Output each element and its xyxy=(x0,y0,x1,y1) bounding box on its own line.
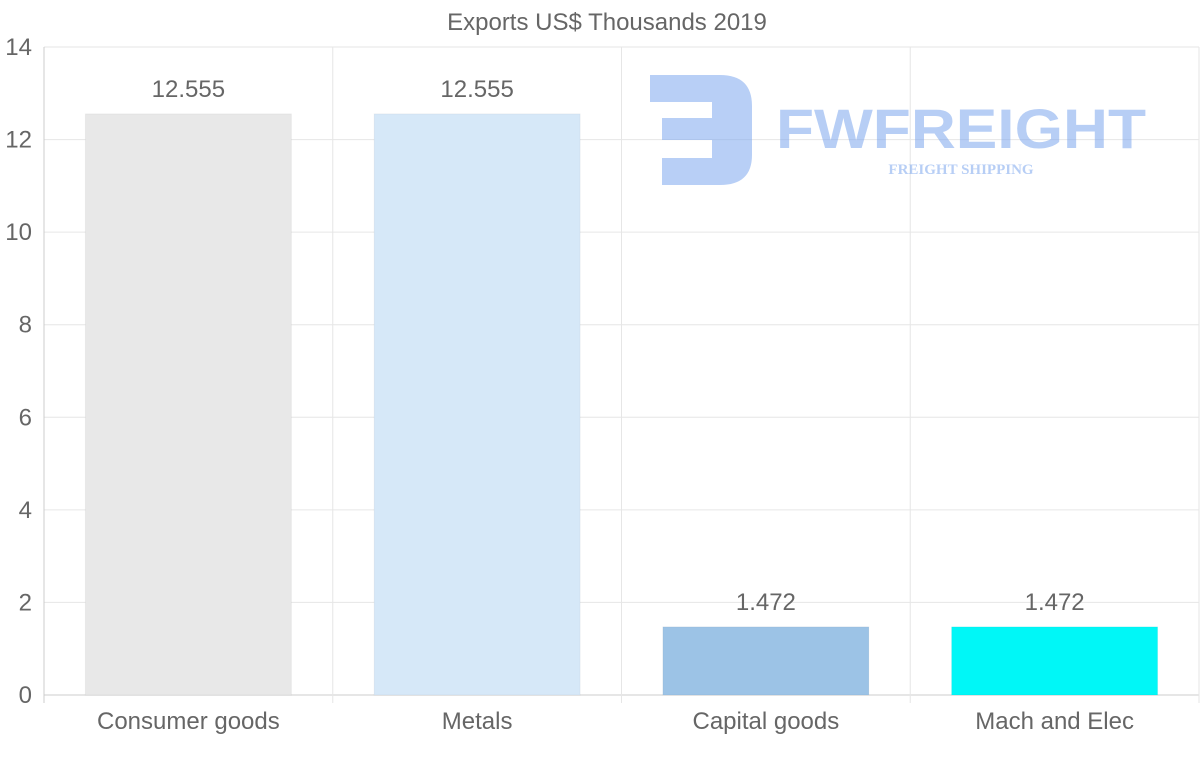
data-label: 1.472 xyxy=(736,589,796,616)
fwfreight-logo-icon xyxy=(650,75,752,185)
x-tick-label: Consumer goods xyxy=(97,708,280,735)
data-label: 12.555 xyxy=(152,76,225,103)
bar-capital-goods xyxy=(662,626,870,696)
y-tick-label: 14 xyxy=(5,34,32,61)
x-tick-label: Metals xyxy=(442,708,513,735)
x-tick-label: Mach and Elec xyxy=(975,708,1134,735)
y-tick-label: 8 xyxy=(19,312,32,339)
y-tick-label: 12 xyxy=(5,127,32,154)
watermark-logo: FWFREIGHT FREIGHT SHIPPING xyxy=(650,75,1146,185)
y-axis-ticks: 0 2 4 6 8 10 12 14 xyxy=(5,34,32,709)
data-labels: 12.555 12.555 1.472 1.472 xyxy=(152,76,1085,616)
watermark-brand: FWFREIGHT xyxy=(776,97,1146,160)
y-tick-label: 0 xyxy=(19,682,32,709)
chart-title: Exports US$ Thousands 2019 xyxy=(447,9,767,36)
bars xyxy=(84,113,1159,696)
bar-mach-and-elec xyxy=(951,626,1159,696)
watermark-tagline: FREIGHT SHIPPING xyxy=(888,162,1033,178)
x-axis-ticks: Consumer goods Metals Capital goods Mach an… xyxy=(97,708,1134,735)
y-tick-label: 6 xyxy=(19,404,32,431)
y-tick-label: 2 xyxy=(19,589,32,616)
y-tick-label: 10 xyxy=(5,219,32,246)
data-label: 1.472 xyxy=(1025,589,1085,616)
y-tick-label: 4 xyxy=(19,497,32,524)
data-label: 12.555 xyxy=(440,76,513,103)
x-tick-label: Capital goods xyxy=(692,708,839,735)
bar-metals xyxy=(373,113,581,696)
bar-consumer-goods xyxy=(84,113,292,696)
